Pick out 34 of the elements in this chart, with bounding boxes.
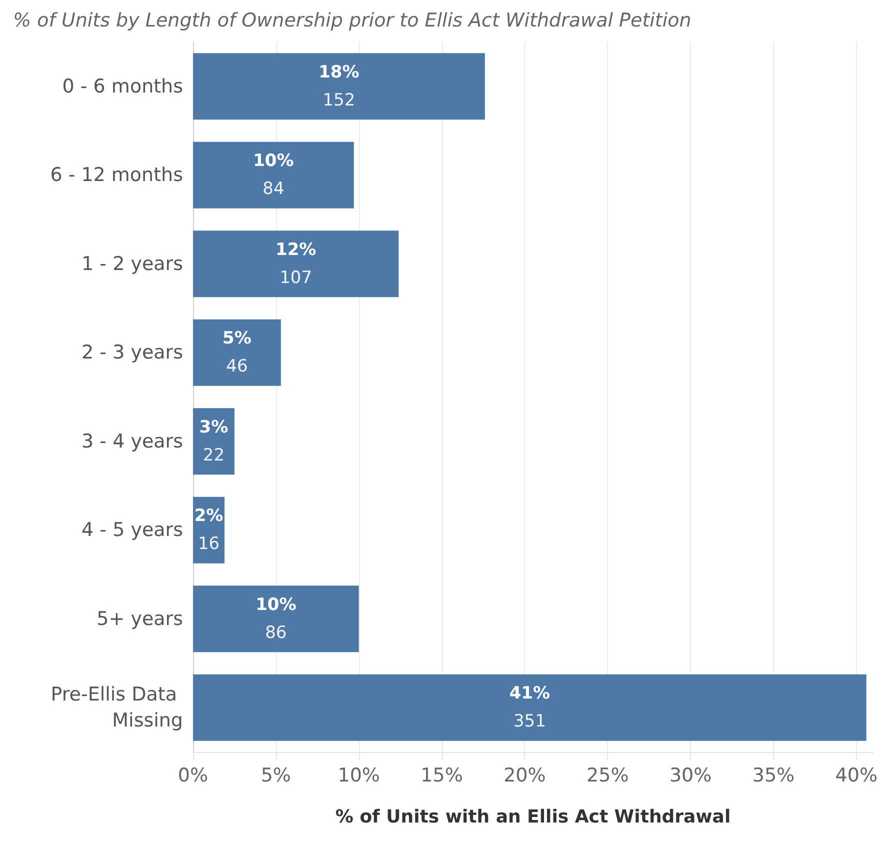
x-axis-title: % of Units with an Ellis Act Withdrawal xyxy=(335,806,731,828)
y-tick-label: 3 - 4 years xyxy=(82,430,183,452)
x-tick-label: 5% xyxy=(260,764,292,786)
y-tick-label: 4 - 5 years xyxy=(82,519,183,542)
data-label: 10% 84 xyxy=(253,151,294,200)
y-tick-label: 2 - 3 years xyxy=(82,342,183,364)
x-tick-label: 0% xyxy=(178,764,208,786)
x-tick-label: 40% xyxy=(835,764,878,786)
x-tick-label: 20% xyxy=(504,764,546,786)
bar xyxy=(193,586,359,652)
chart-title: % of Units by Length of Ownership prior to Ellis Act Withdrawal Petition xyxy=(13,10,692,32)
data-label: 12% 107 xyxy=(275,240,316,288)
x-tick-label: 30% xyxy=(669,764,712,786)
data-label: 10% 86 xyxy=(256,594,296,643)
x-tick-label: 15% xyxy=(420,764,463,786)
x-tick-label: 10% xyxy=(338,764,380,786)
bar xyxy=(193,319,281,386)
data-label: 3% 22 xyxy=(199,417,228,466)
y-tick-label: 0 - 6 months xyxy=(62,75,183,98)
y-tick-label: 5+ years xyxy=(96,608,183,630)
data-label: 41% 351 xyxy=(509,684,550,732)
data-label: 2% 16 xyxy=(194,506,224,554)
x-tick-label: 35% xyxy=(752,764,795,786)
bar xyxy=(193,230,399,298)
y-tick-label: Pre-Ellis Data Missing xyxy=(50,684,183,732)
y-tick-label: 6 - 12 months xyxy=(50,164,183,186)
y-tick-label: 1 - 2 years xyxy=(82,252,183,275)
x-tick-label: 25% xyxy=(586,764,629,786)
bar xyxy=(193,674,866,741)
bar xyxy=(193,53,485,120)
bar xyxy=(193,142,354,208)
data-label: 5% 46 xyxy=(222,328,252,377)
data-label: 18% 152 xyxy=(318,62,360,110)
bar xyxy=(193,408,234,475)
